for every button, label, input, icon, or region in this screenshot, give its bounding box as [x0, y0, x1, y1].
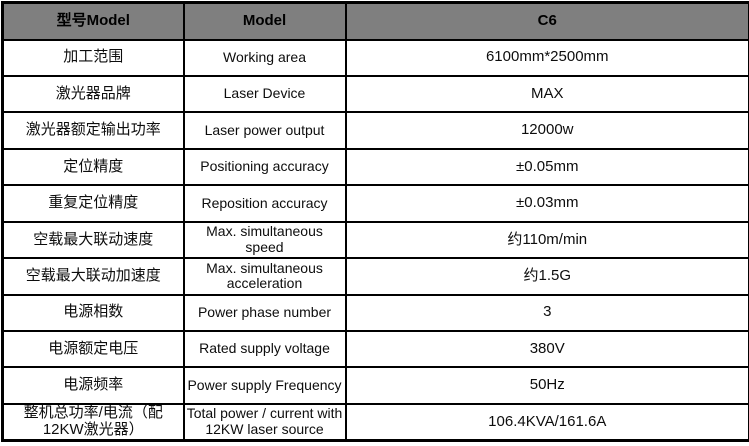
row-value: 6100mm*2500mm [346, 40, 749, 76]
row-label-cn: 加工范围 [3, 40, 184, 76]
table-row: 电源频率 Power supply Frequency 50Hz [3, 367, 749, 403]
row-label-cn: 重复定位精度 [3, 185, 184, 221]
row-label-en: Power supply Frequency [184, 367, 346, 403]
row-value: 50Hz [346, 367, 749, 403]
header-cell-model-en: Model [184, 3, 346, 40]
row-label-en: Laser power output [184, 112, 346, 148]
table-row: 定位精度 Positioning accuracy ±0.05mm [3, 149, 749, 185]
header-cell-model-cn: 型号Model [3, 3, 184, 40]
row-label-cn: 电源频率 [3, 367, 184, 403]
row-value: ±0.03mm [346, 185, 749, 221]
table-row: 整机总功率/电流（配12KW激光器） Total power / current… [3, 404, 749, 441]
table-row: 电源相数 Power phase number 3 [3, 295, 749, 331]
table-row: 激光器额定输出功率 Laser power output 12000w [3, 112, 749, 148]
row-value: ±0.05mm [346, 149, 749, 185]
table-row: 空载最大联动速度 Max. simultaneous speed 约110m/m… [3, 222, 749, 258]
row-label-cn: 电源额定电压 [3, 331, 184, 367]
row-label-cn: 激光器品牌 [3, 76, 184, 112]
spec-table-header: 型号Model Model C6 [3, 3, 749, 40]
header-cell-model-value: C6 [346, 3, 749, 40]
table-row: 重复定位精度 Reposition accuracy ±0.03mm [3, 185, 749, 221]
row-value: 106.4KVA/161.6A [346, 404, 749, 441]
row-value: 380V [346, 331, 749, 367]
row-label-en: Rated supply voltage [184, 331, 346, 367]
row-label-en: Reposition accuracy [184, 185, 346, 221]
row-value: MAX [346, 76, 749, 112]
row-label-en: Max. simultaneous acceleration [184, 258, 346, 294]
row-label-cn: 激光器额定输出功率 [3, 112, 184, 148]
row-label-cn: 电源相数 [3, 295, 184, 331]
row-label-cn: 空载最大联动加速度 [3, 258, 184, 294]
row-label-cn: 空载最大联动速度 [3, 222, 184, 258]
row-label-en: Total power / current with 12KW laser so… [184, 404, 346, 441]
table-row: 空载最大联动加速度 Max. simultaneous acceleration… [3, 258, 749, 294]
table-row: 电源额定电压 Rated supply voltage 380V [3, 331, 749, 367]
row-value: 约110m/min [346, 222, 749, 258]
row-label-cn: 整机总功率/电流（配12KW激光器） [3, 404, 184, 441]
row-label-en: Power phase number [184, 295, 346, 331]
table-row: 加工范围 Working area 6100mm*2500mm [3, 40, 749, 76]
header-row: 型号Model Model C6 [3, 3, 749, 40]
row-label-en: Working area [184, 40, 346, 76]
table-row: 激光器品牌 Laser Device MAX [3, 76, 749, 112]
row-label-en: Positioning accuracy [184, 149, 346, 185]
row-label-en: Max. simultaneous speed [184, 222, 346, 258]
row-value: 约1.5G [346, 258, 749, 294]
spec-table-body: 加工范围 Working area 6100mm*2500mm 激光器品牌 La… [3, 40, 749, 441]
row-label-en: Laser Device [184, 76, 346, 112]
row-label-cn: 定位精度 [3, 149, 184, 185]
row-value: 12000w [346, 112, 749, 148]
row-value: 3 [346, 295, 749, 331]
